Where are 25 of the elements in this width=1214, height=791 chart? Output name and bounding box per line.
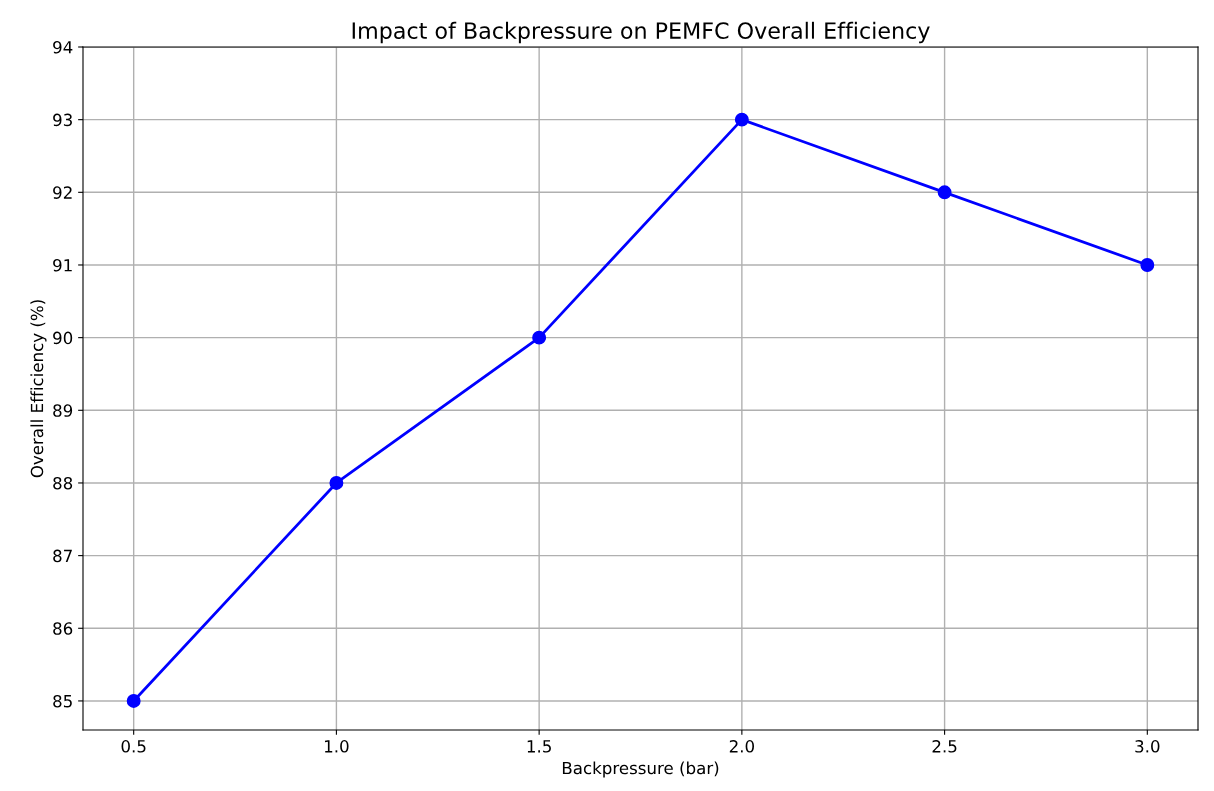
x-axis-title: Backpressure (bar) (562, 761, 719, 778)
y-tick-label: 90 (53, 331, 73, 345)
x-tick-label: 2.5 (932, 740, 957, 753)
chart-title: Impact of Backpressure on PEMFC Overall Efficiency (352, 21, 930, 44)
y-tick-label: 91 (53, 258, 72, 272)
y-axis-title: Overall Efficiency (%) (30, 300, 47, 478)
y-tick-label: 92 (53, 186, 72, 199)
x-tick-label: 1.5 (527, 740, 551, 753)
point (937, 185, 952, 200)
x-tick-label: 2.0 (729, 740, 755, 753)
point (126, 693, 141, 708)
y-tick-label: 89 (53, 404, 73, 417)
point (1140, 258, 1155, 272)
y-tick-label: 94 (53, 40, 73, 54)
point (329, 476, 344, 490)
y-tick-label: 93 (53, 113, 72, 127)
y-tick-label: 86 (53, 622, 73, 635)
x-tick-label: 3.0 (1135, 740, 1160, 753)
y-tick-label: 85 (53, 694, 72, 708)
point (734, 112, 749, 127)
point (532, 330, 547, 345)
x-tick-label: 0.5 (121, 740, 146, 753)
y-tick-label: 87 (53, 549, 72, 563)
x-tick-label: 1.0 (324, 740, 349, 753)
y-tick-label: 88 (53, 476, 73, 490)
